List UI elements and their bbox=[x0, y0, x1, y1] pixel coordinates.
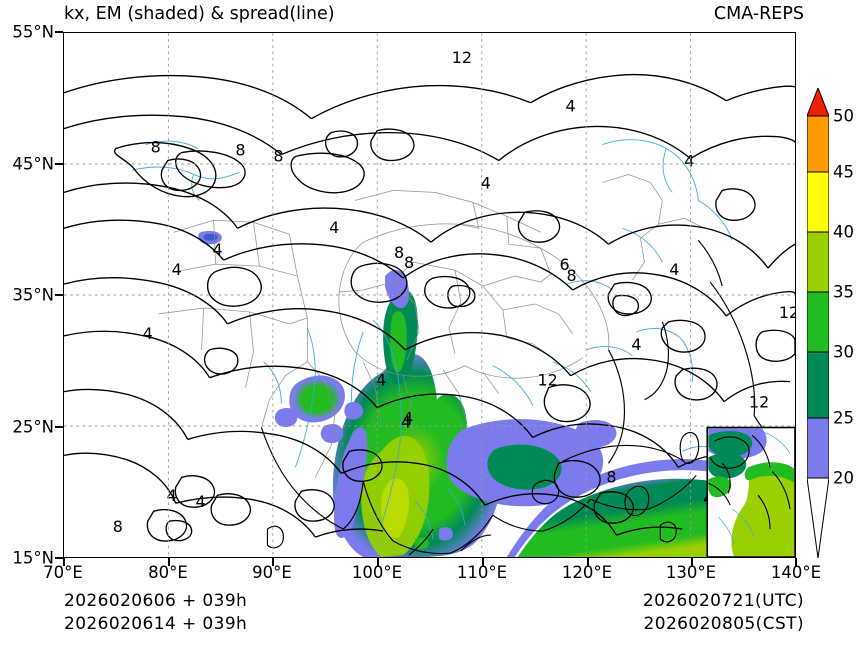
contour-label: 8 bbox=[235, 141, 245, 160]
chart-title: kx, EM (shaded) & spread(line) bbox=[64, 4, 335, 24]
x-tick-label-130E: 130°E bbox=[665, 563, 717, 582]
contour-label: 4 bbox=[213, 240, 223, 259]
contour-label: 12 bbox=[538, 371, 558, 390]
contour-label: 4 bbox=[481, 173, 491, 192]
spread-contour-layer bbox=[64, 73, 795, 542]
x-tick-label-70E: 70°E bbox=[43, 563, 83, 582]
contour-label: 12 bbox=[452, 48, 472, 67]
colorbar-tick-20: 20 bbox=[833, 468, 854, 488]
y-tick-mark bbox=[55, 294, 63, 296]
colorbar-svg bbox=[807, 88, 829, 558]
x-tick-mark bbox=[272, 558, 274, 566]
contour-label: 4 bbox=[684, 151, 694, 170]
colorbar-tick-30: 30 bbox=[833, 342, 854, 362]
colorbar-tick-25: 25 bbox=[833, 408, 854, 428]
x-tick-mark bbox=[482, 558, 484, 566]
contour-label: 4 bbox=[401, 413, 411, 432]
y-tick-label-45N: 45°N bbox=[12, 154, 54, 174]
model-label: CMA-REPS bbox=[713, 4, 804, 24]
contour-label: 12 bbox=[779, 303, 795, 322]
footer-valid-time-cst: 2026020805(CST) bbox=[643, 614, 804, 634]
colorbar-tick-40: 40 bbox=[833, 222, 854, 242]
contour-label: 4 bbox=[403, 409, 413, 428]
y-tick-mark bbox=[55, 557, 63, 559]
footer-valid-time-utc: 2026020721(UTC) bbox=[642, 591, 804, 611]
y-tick-mark bbox=[55, 163, 63, 165]
x-tick-label-120E: 120°E bbox=[561, 563, 613, 582]
x-tick-mark bbox=[691, 558, 693, 566]
x-tick-mark bbox=[377, 558, 379, 566]
x-tick-mark bbox=[795, 558, 797, 566]
contour-label: 4 bbox=[329, 218, 339, 237]
colorbar-tick-50: 50 bbox=[833, 106, 854, 126]
contour-label: 4 bbox=[376, 371, 386, 390]
x-tick-label-100E: 100°E bbox=[351, 563, 403, 582]
colorbar-tick-35: 35 bbox=[833, 282, 854, 302]
contour-label: 4 bbox=[167, 486, 177, 505]
contour-labels-layer: 12448884488648124412412444484844844 bbox=[113, 48, 795, 536]
y-tick-label-35N: 35°N bbox=[12, 285, 54, 305]
x-tick-mark bbox=[168, 558, 170, 566]
contour-label: 8 bbox=[273, 147, 283, 166]
x-tick-label-110E: 110°E bbox=[456, 563, 508, 582]
contour-label: 4 bbox=[172, 260, 182, 279]
contour-label: 4 bbox=[143, 324, 153, 343]
footer-init-time-utc: 2026020606 + 039h bbox=[64, 591, 248, 611]
x-tick-label-90E: 90°E bbox=[252, 563, 292, 582]
y-tick-label-15N: 15°N bbox=[12, 548, 54, 568]
map-plot-area: 12448884488648124412412444484844844 bbox=[63, 32, 796, 558]
x-tick-mark bbox=[587, 558, 589, 566]
y-tick-mark bbox=[55, 31, 63, 33]
contour-label: 4 bbox=[566, 97, 576, 116]
contour-label: 8 bbox=[394, 243, 404, 262]
map-canvas: 12448884488648124412412444484844844 bbox=[64, 33, 795, 557]
footer-init-time-cst: 2026020614 + 039h bbox=[64, 614, 248, 634]
y-tick-label-55N: 55°N bbox=[12, 22, 54, 42]
contour-label: 8 bbox=[151, 138, 161, 157]
contour-label: 4 bbox=[669, 260, 679, 279]
gridlines-layer bbox=[64, 33, 795, 557]
x-tick-mark bbox=[63, 558, 65, 566]
contour-label: 6 bbox=[560, 255, 570, 274]
colorbar-tick-45: 45 bbox=[833, 162, 854, 182]
contour-label: 8 bbox=[404, 253, 414, 272]
contour-label: 4 bbox=[196, 492, 206, 511]
x-tick-label-140E: 140°E bbox=[770, 563, 822, 582]
y-tick-label-25N: 25°N bbox=[12, 417, 54, 437]
contour-label: 8 bbox=[113, 517, 123, 536]
contour-label: 4 bbox=[631, 335, 641, 354]
coastline-layer bbox=[260, 239, 789, 556]
contour-label: 8 bbox=[606, 467, 616, 486]
south-china-sea-inset bbox=[706, 426, 795, 557]
colorbar bbox=[807, 88, 829, 558]
contour-label: 12 bbox=[749, 393, 769, 412]
x-tick-label-80E: 80°E bbox=[148, 563, 188, 582]
rivers-layer bbox=[131, 139, 733, 540]
contour-label: 8 bbox=[567, 266, 577, 285]
y-tick-mark bbox=[55, 426, 63, 428]
